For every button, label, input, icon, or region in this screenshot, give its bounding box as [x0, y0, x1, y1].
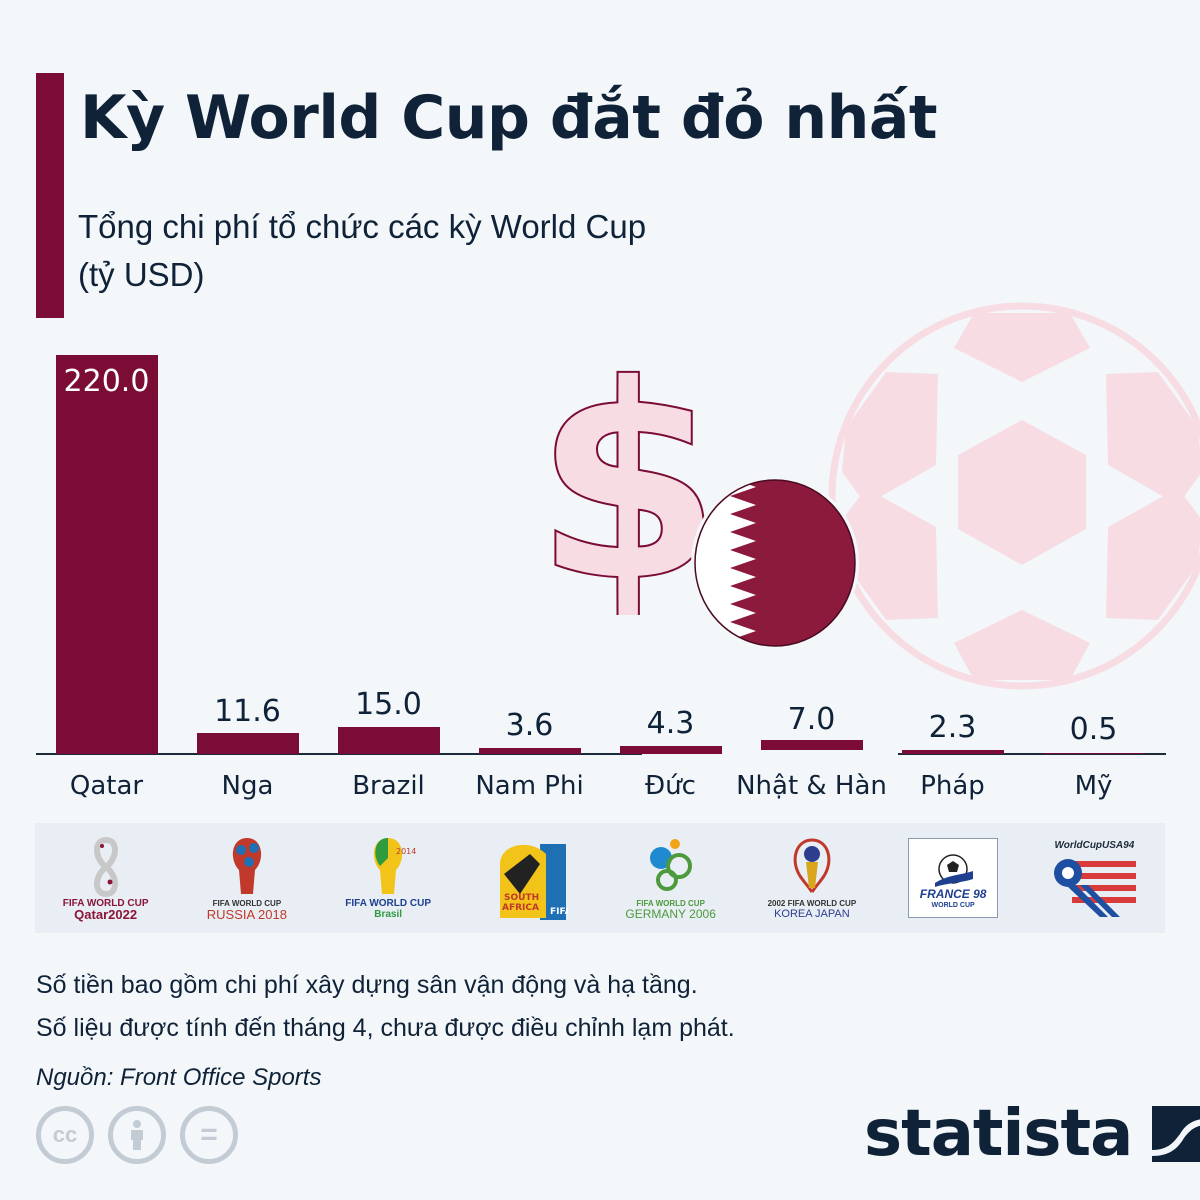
- brasil-2014-emblem-icon: 2014: [374, 838, 416, 894]
- no-derivatives-icon[interactable]: =: [180, 1106, 238, 1164]
- france-98-ball-icon: [935, 854, 974, 887]
- subtitle-line-1: Tổng chi phí tổ chức các kỳ World Cup: [78, 208, 647, 245]
- bar-value-label: 2.3: [928, 710, 977, 745]
- bar-group-nhat-han: 7.0 Nhật & Hàn: [736, 340, 887, 810]
- page-title: Kỳ World Cup đắt đỏ nhất: [80, 83, 938, 153]
- qatar-flag-icon: [691, 478, 859, 648]
- svg-text:$: $: [548, 345, 708, 615]
- category-label: Nga: [221, 771, 274, 801]
- bar-value-label: 0.5: [1069, 712, 1118, 747]
- bar-group-nam-phi: 3.6 Nam Phi: [459, 340, 600, 810]
- bar-value-label: 3.6: [505, 708, 554, 743]
- bar-nhat-han[interactable]: [761, 740, 863, 750]
- bar-value-label: 7.0: [787, 702, 836, 737]
- bar-group-duc: 4.3 Đức: [600, 340, 741, 810]
- bar-value-label: 11.6: [214, 694, 281, 729]
- x-axis-line: [898, 753, 1166, 755]
- korea-japan-2002-emblem-icon: [793, 838, 831, 893]
- bar-value-label: 15.0: [355, 687, 422, 722]
- qatar-2022-emblem-icon: [93, 836, 118, 898]
- bar-nga[interactable]: [197, 733, 299, 754]
- dollar-sign-icon: $: [548, 345, 708, 615]
- license-icons: cc =: [36, 1106, 238, 1164]
- logo-france-1998: FRANCE 98 WORLD CUP: [883, 823, 1024, 933]
- x-axis-line: [36, 753, 642, 755]
- logo-korea-japan-2002: 2002 FIFA WORLD CUP KOREA JAPAN: [741, 823, 882, 933]
- chart-subtitle: Tổng chi phí tổ chức các kỳ World Cup (t…: [78, 203, 646, 299]
- statista-brand[interactable]: statista: [864, 1094, 1200, 1174]
- svg-text:FIFA: FIFA: [550, 907, 568, 917]
- note-line-1: Số tiền bao gồm chi phí xây dựng sân vận…: [36, 971, 698, 999]
- bar-qatar[interactable]: [56, 355, 158, 754]
- statista-logo-text: statista: [864, 1097, 1133, 1171]
- logo-usa-1994: WorldCupUSA94: [1024, 823, 1165, 933]
- bar-chart: 220.0 Qatar 11.6 Nga 15.0 Brazil 3.6 Nam…: [36, 340, 1166, 810]
- category-label: Nhật & Hàn: [736, 771, 887, 801]
- bar-brazil[interactable]: [338, 727, 440, 754]
- bar-nam-phi[interactable]: [479, 748, 581, 754]
- usa-94-emblem-icon: [1054, 858, 1137, 917]
- bar-group-qatar: 220.0 Qatar: [36, 340, 177, 810]
- logo-south-africa-2010: SOUTH AFRICA FIFA: [459, 823, 600, 933]
- category-label: Mỹ: [1074, 771, 1113, 801]
- bar-group-brazil: 15.0 Brazil: [318, 340, 459, 810]
- russia-2018-emblem-icon: [232, 838, 261, 894]
- category-label: Pháp: [920, 771, 985, 801]
- category-label: Đức: [645, 771, 696, 801]
- svg-text:AFRICA: AFRICA: [502, 903, 539, 913]
- chart-notes: Số tiền bao gồm chi phí xây dựng sân vận…: [36, 964, 735, 1050]
- tournament-logos-strip: FIFA WORLD CUP Qatar2022 FIFA WORLD CUP …: [35, 823, 1165, 933]
- title-accent-bar: [36, 73, 64, 318]
- svg-text:2014: 2014: [396, 847, 416, 856]
- svg-text:SOUTH: SOUTH: [504, 893, 539, 903]
- source-citation: Nguồn: Front Office Sports: [36, 1064, 322, 1091]
- bar-group-nga: 11.6 Nga: [177, 340, 318, 810]
- bar-my[interactable]: [1043, 753, 1145, 754]
- subtitle-line-2: (tỷ USD): [78, 256, 205, 293]
- cc-icon[interactable]: cc: [36, 1106, 94, 1164]
- category-label: Nam Phi: [475, 771, 584, 801]
- logo-germany-2006: FIFA WORLD CUP GERMANY 2006: [600, 823, 741, 933]
- logo-qatar-2022: FIFA WORLD CUP Qatar2022: [35, 823, 176, 933]
- soccer-ball-icon: [828, 302, 1200, 690]
- bar-group-my: 0.5 Mỹ: [1023, 340, 1164, 810]
- category-label: Brazil: [352, 771, 425, 801]
- germany-2006-emblem-icon: [649, 839, 692, 891]
- bar-group-phap: 2.3 Pháp: [882, 340, 1023, 810]
- bar-phap[interactable]: [902, 750, 1004, 754]
- logo-russia-2018: FIFA WORLD CUP RUSSIA 2018: [176, 823, 317, 933]
- bar-value-label: 220.0: [63, 364, 150, 399]
- note-line-2: Số liệu được tính đến tháng 4, chưa được…: [36, 1014, 735, 1042]
- attribution-icon[interactable]: [108, 1106, 166, 1164]
- category-label: Qatar: [69, 771, 144, 801]
- bar-duc[interactable]: [620, 746, 722, 754]
- statista-logo-icon: [1152, 1106, 1200, 1162]
- logo-brasil-2014: 2014 FIFA WORLD CUP Brasil: [318, 823, 459, 933]
- bar-value-label: 4.3: [646, 706, 695, 741]
- south-africa-2010-emblem-icon: SOUTH AFRICA FIFA: [500, 844, 568, 920]
